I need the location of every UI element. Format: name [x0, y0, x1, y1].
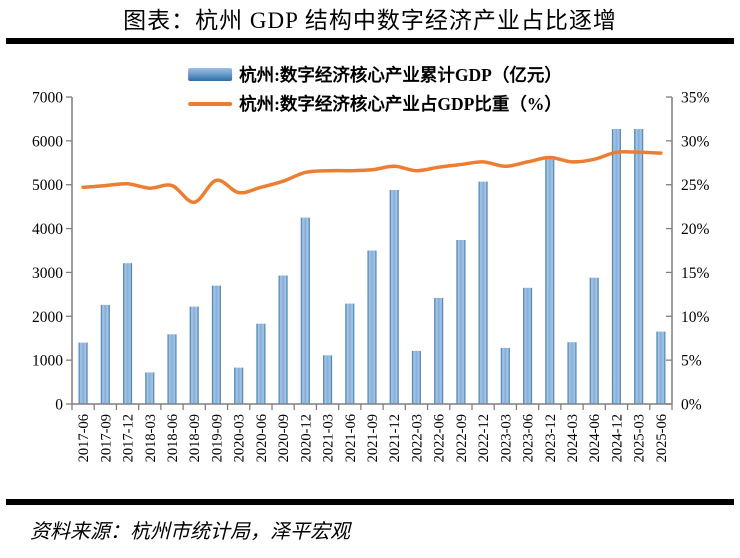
gdp-bar — [78, 342, 88, 404]
right-axis-tick-label: 15% — [681, 265, 710, 282]
x-axis-tick-label: 2023-03 — [498, 414, 514, 462]
source-note: 资料来源：杭州市统计局，泽平宏观 — [30, 521, 350, 543]
legend-label-ratio: 杭州:数字经济核心产业占GDP比重（%） — [239, 94, 562, 114]
left-axis-tick-label: 0 — [55, 397, 63, 414]
x-axis-tick-label: 2022-09 — [454, 414, 470, 462]
x-axis-tick-label: 2017-06 — [76, 414, 92, 462]
x-axis-tick-label: 2020-09 — [276, 414, 292, 462]
chart-plot-area: 0 1000 2000 3000 4000 5000 6000 7000 0% 5% 10% 15% 2… — [32, 90, 710, 462]
right-axis-tick-label: 10% — [681, 309, 710, 326]
x-axis-tick-label: 2023-06 — [521, 414, 537, 462]
gdp-bar — [145, 372, 155, 404]
gdp-bar — [411, 350, 421, 404]
gdp-bar — [189, 306, 199, 404]
x-axis-tick-label: 2022-06 — [432, 414, 448, 462]
legend-item-ratio: 杭州:数字经济核心产业占GDP比重（%） — [188, 89, 562, 118]
x-axis-tick-label: 2022-12 — [476, 414, 492, 462]
left-axis-tick-label: 1000 — [32, 353, 63, 370]
x-axis-tick-label: 2025-06 — [654, 414, 670, 462]
gdp-bar — [656, 331, 666, 404]
gdp-bar — [389, 190, 399, 404]
left-axis-tick-label: 2000 — [32, 309, 63, 326]
legend-item-gdp: 杭州:数字经济核心产业累计GDP（亿元） — [188, 60, 562, 89]
left-axis-tick-label: 4000 — [32, 221, 63, 238]
legend-line-swatch-icon — [188, 101, 233, 106]
gdp-bar — [567, 342, 577, 404]
gdp-bar — [234, 367, 244, 404]
legend-bar-swatch-icon — [188, 68, 233, 81]
right-axis-tick-label: 20% — [681, 221, 710, 238]
gdp-bar — [523, 287, 533, 404]
gdp-bar — [323, 355, 333, 404]
gdp-bar — [278, 275, 288, 404]
x-axis-tick-label: 2021-06 — [343, 414, 359, 462]
x-axis-tick-label: 2024-03 — [565, 414, 581, 462]
x-axis-tick-label: 2025-03 — [632, 414, 648, 462]
gdp-bar — [456, 240, 466, 404]
gdp-bar — [367, 250, 377, 404]
gdp-bar — [611, 129, 621, 404]
gdp-bar — [100, 304, 110, 404]
x-axis-tick-label: 2022-03 — [409, 414, 425, 462]
left-axis-tick-label: 6000 — [32, 133, 63, 150]
x-axis-tick-label: 2024-06 — [587, 414, 603, 462]
right-axis-tick-label: 0% — [681, 397, 702, 414]
x-axis-tick-label: 2023-12 — [543, 414, 559, 462]
left-axis-tick-label: 7000 — [32, 90, 63, 107]
x-axis-tick-label: 2019-09 — [209, 414, 225, 462]
x-axis-tick-label: 2017-09 — [98, 414, 114, 462]
right-axis-tick-label: 30% — [681, 133, 710, 150]
x-axis-tick-label: 2020-12 — [298, 414, 314, 462]
x-axis-tick-label: 2020-03 — [232, 414, 248, 462]
x-axis-tick-label: 2018-09 — [187, 414, 203, 462]
gdp-bar — [545, 156, 555, 404]
gdp-bar — [589, 277, 599, 404]
x-axis-tick-label: 2018-03 — [143, 414, 159, 462]
gdp-bar — [434, 297, 444, 404]
gdp-bar — [300, 217, 310, 404]
legend-label-gdp: 杭州:数字经济核心产业累计GDP（亿元） — [239, 65, 562, 85]
x-axis-tick-label: 2020-06 — [254, 414, 270, 462]
axis-lines — [71, 97, 673, 405]
title-divider — [6, 38, 734, 44]
x-axis-tick-label: 2018-06 — [165, 414, 181, 462]
x-axis-tick-label: 2024-12 — [609, 414, 625, 462]
right-axis-tick-label: 5% — [681, 353, 702, 370]
footer-divider — [6, 499, 734, 505]
chart-legend: 杭州:数字经济核心产业累计GDP（亿元） 杭州:数字经济核心产业占GDP比重（%… — [188, 60, 562, 118]
gdp-bar — [167, 334, 177, 404]
chart-title: 图表：杭州 GDP 结构中数字经济产业占比逐增 — [123, 8, 617, 33]
right-axis-tick-label: 25% — [681, 177, 710, 194]
left-axis-tick-label: 5000 — [32, 177, 63, 194]
x-axis-tick-label: 2021-12 — [387, 414, 403, 462]
right-axis-tick-label: 35% — [681, 90, 710, 107]
gdp-bar — [256, 323, 266, 404]
gdp-bar — [634, 129, 644, 404]
x-axis-tick-label: 2021-09 — [365, 414, 381, 462]
left-axis-tick-label: 3000 — [32, 265, 63, 282]
gdp-bar — [500, 347, 510, 404]
gdp-bar — [123, 263, 133, 404]
x-axis-tick-label: 2021-03 — [321, 414, 337, 462]
x-axis-tick-label: 2017-12 — [121, 414, 137, 462]
gdp-bar — [345, 303, 355, 404]
ratio-line — [81, 149, 663, 205]
gdp-bar — [478, 181, 488, 404]
gdp-bar — [211, 285, 221, 404]
